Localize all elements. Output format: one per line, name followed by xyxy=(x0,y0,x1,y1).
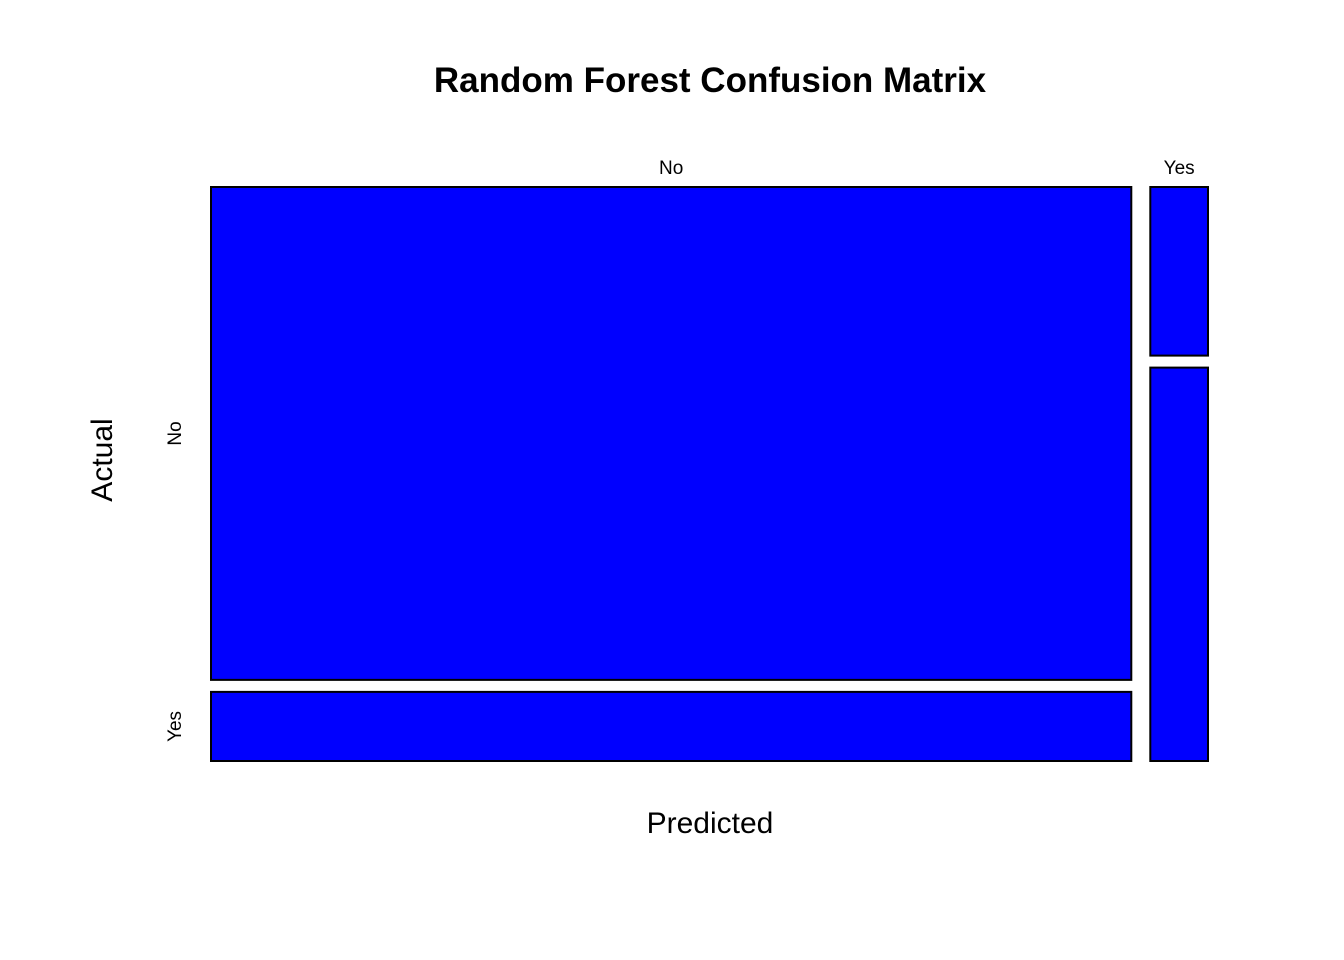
predicted-tick-label: Yes xyxy=(1164,158,1195,179)
tile-predicted-no-actual-no xyxy=(210,186,1133,681)
tile-predicted-yes-actual-no xyxy=(1149,186,1209,357)
actual-tick-label: Yes xyxy=(165,711,186,742)
predicted-tick-labels: No Yes xyxy=(659,158,1195,179)
actual-tick-label: No xyxy=(165,421,186,445)
actual-tick-labels: No Yes xyxy=(165,421,186,742)
tile-predicted-yes-actual-yes xyxy=(1149,366,1209,762)
mosaic-tiles xyxy=(210,186,1209,763)
y-axis-label: Actual xyxy=(86,418,119,501)
tile-predicted-no-actual-yes xyxy=(210,690,1133,763)
predicted-tick-label: No xyxy=(659,158,683,179)
chart-title: Random Forest Confusion Matrix xyxy=(434,61,987,100)
x-axis-label: Predicted xyxy=(647,807,774,840)
